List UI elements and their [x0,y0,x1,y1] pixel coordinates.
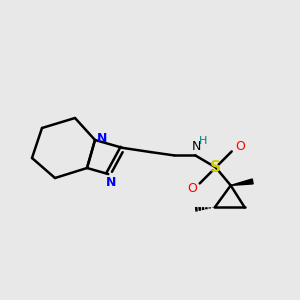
Text: N: N [106,176,116,189]
Polygon shape [231,179,253,185]
Text: O: O [187,182,196,195]
Text: N: N [97,133,107,146]
Text: O: O [235,140,244,153]
Text: S: S [210,160,221,175]
Text: H: H [199,136,208,146]
Text: N: N [192,140,201,153]
